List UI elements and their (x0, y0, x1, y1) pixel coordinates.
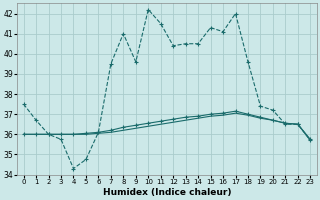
X-axis label: Humidex (Indice chaleur): Humidex (Indice chaleur) (103, 188, 231, 197)
